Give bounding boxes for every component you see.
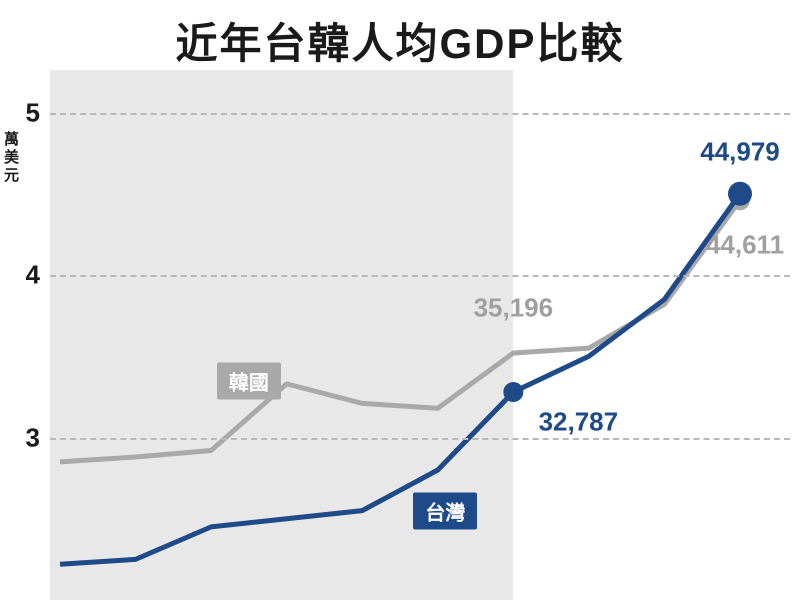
data-marker [728, 182, 752, 206]
data-marker [503, 382, 523, 402]
chart-area: 韓國 35,196 44,611 台灣 32,787 44,979 3 4 5 萬美元 [0, 70, 800, 600]
series-line [60, 194, 740, 565]
gridline [50, 113, 790, 115]
y-tick-label: 3 [10, 422, 40, 453]
chart-title: 近年台韓人均GDP比較 [0, 0, 800, 71]
series-line [60, 200, 740, 462]
value-callout: 32,787 [539, 407, 619, 438]
series-label: 台灣 [413, 492, 477, 529]
gridline [50, 438, 790, 440]
series-label: 韓國 [217, 362, 281, 399]
y-axis-unit: 萬美元 [4, 131, 24, 185]
plot-area: 韓國 35,196 44,611 台灣 32,787 44,979 [50, 70, 790, 600]
value-callout: 44,611 [706, 230, 784, 261]
y-tick-label: 5 [10, 97, 40, 128]
y-tick-label: 4 [10, 260, 40, 291]
gridline [50, 275, 790, 277]
value-callout: 44,979 [700, 136, 780, 167]
value-callout: 35,196 [474, 293, 554, 324]
